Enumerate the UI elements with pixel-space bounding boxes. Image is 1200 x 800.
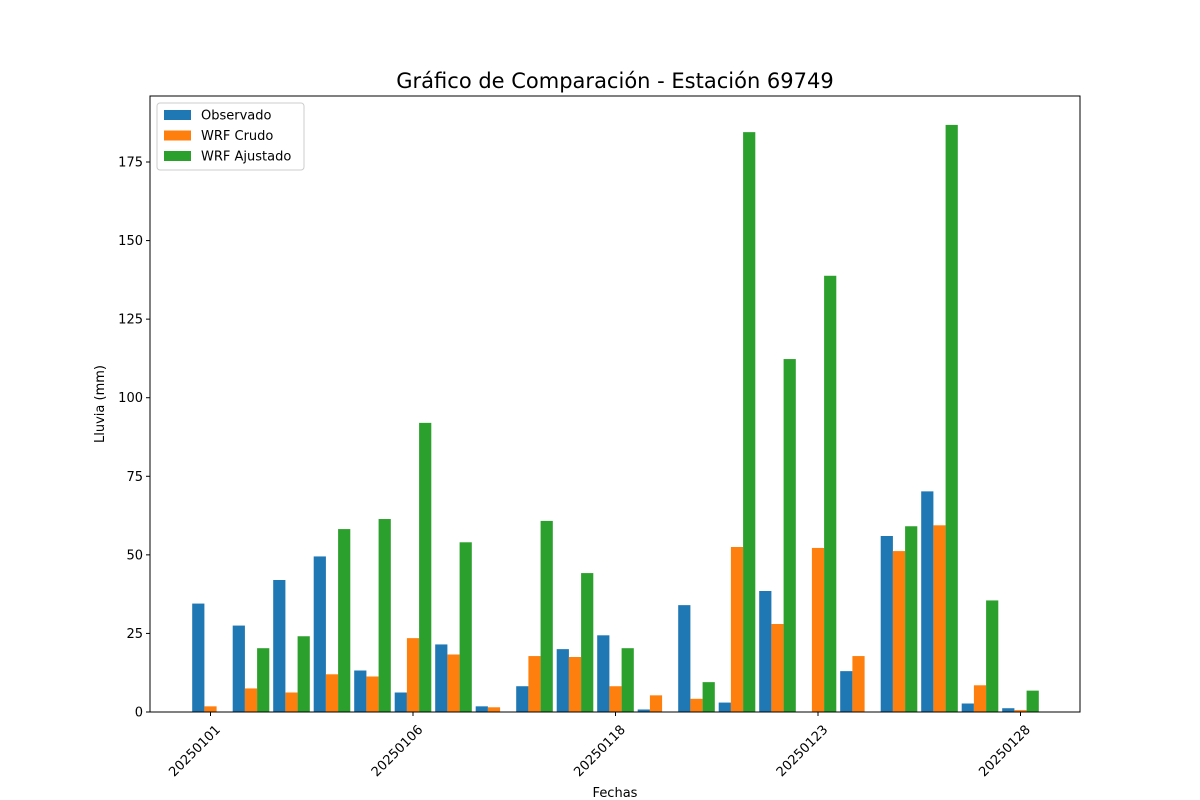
bar-wrf-ajustado-18 bbox=[945, 124, 958, 712]
bar-observado-13 bbox=[718, 702, 731, 712]
bar-observado-4 bbox=[354, 670, 367, 712]
bar-wrf-ajustado-13 bbox=[743, 132, 756, 712]
bar-wrf-crudo-7 bbox=[487, 707, 501, 712]
bar-wrf-crudo-14 bbox=[771, 624, 784, 712]
bar-observado-6 bbox=[435, 644, 448, 712]
bar-observado-11 bbox=[637, 709, 650, 712]
bars-group bbox=[192, 124, 1039, 712]
bar-wrf-ajustado-8 bbox=[540, 520, 553, 712]
x-axis-label: Fechas bbox=[593, 786, 638, 800]
bar-wrf-ajustado-12 bbox=[702, 682, 715, 712]
bar-wrf-ajustado-15 bbox=[824, 275, 837, 712]
bar-wrf-crudo-5 bbox=[406, 638, 420, 712]
legend: Observado WRF Crudo WRF Ajustado bbox=[156, 102, 305, 171]
chart-title: Gráfico de Comparación - Estación 69749 bbox=[396, 69, 833, 93]
bar-wrf-ajustado-10 bbox=[621, 648, 634, 712]
bar-wrf-crudo-12 bbox=[690, 698, 703, 712]
bar-wrf-ajustado-1 bbox=[257, 648, 270, 712]
legend-label-observado: Observado bbox=[201, 109, 272, 124]
bar-wrf-crudo-11 bbox=[649, 695, 663, 712]
bar-wrf-crudo-3 bbox=[325, 674, 339, 712]
y-tick-label-0: 0 bbox=[135, 706, 143, 721]
legend-swatch-wrf-crudo bbox=[164, 130, 191, 141]
bar-observado-17 bbox=[880, 536, 893, 712]
legend-swatch-observado bbox=[164, 110, 191, 120]
legend-box bbox=[156, 102, 305, 171]
bar-wrf-ajustado-5 bbox=[419, 422, 432, 712]
bar-wrf-ajustado-6 bbox=[459, 542, 472, 712]
y-axis: 0 25 50 75 100 125 150 175 bbox=[118, 156, 150, 721]
y-axis-label: Lluvia (mm) bbox=[93, 365, 108, 443]
bar-wrf-crudo-6 bbox=[447, 654, 460, 712]
bar-wrf-ajustado-4 bbox=[378, 519, 391, 712]
bar-observado-7 bbox=[475, 706, 488, 712]
bar-observado-16 bbox=[840, 671, 853, 712]
bar-wrf-crudo-19 bbox=[973, 685, 987, 712]
bar-wrf-crudo-18 bbox=[933, 525, 946, 712]
bar-wrf-ajustado-19 bbox=[986, 600, 999, 712]
bar-observado-9 bbox=[556, 649, 569, 712]
bar-observado-12 bbox=[678, 605, 691, 712]
bar-wrf-ajustado-17 bbox=[905, 526, 918, 712]
bar-observado-20 bbox=[1002, 708, 1015, 712]
bar-wrf-ajustado-3 bbox=[338, 529, 351, 712]
legend-label-wrf-ajustado: WRF Ajustado bbox=[201, 150, 291, 165]
bar-wrf-crudo-1 bbox=[244, 688, 258, 712]
bar-observado-2 bbox=[273, 580, 286, 712]
bar-observado-18 bbox=[921, 491, 934, 712]
bar-observado-5 bbox=[394, 692, 407, 712]
bar-wrf-crudo-15 bbox=[811, 547, 825, 712]
bar-observado-3 bbox=[313, 556, 326, 712]
y-tick-label-100: 100 bbox=[118, 391, 143, 406]
y-tick-label-150: 150 bbox=[118, 234, 143, 249]
y-tick-label-25: 25 bbox=[126, 627, 143, 642]
bar-observado-1 bbox=[232, 625, 245, 712]
bar-wrf-ajustado-14 bbox=[783, 359, 796, 712]
bar-observado-19 bbox=[961, 703, 974, 712]
bar-wrf-ajustado-9 bbox=[581, 573, 594, 712]
bar-wrf-crudo-20 bbox=[1014, 710, 1027, 712]
bar-observado-10 bbox=[597, 635, 610, 712]
legend-swatch-wrf-ajustado bbox=[164, 151, 191, 161]
bar-wrf-crudo-8 bbox=[528, 656, 541, 712]
bar-wrf-crudo-2 bbox=[285, 692, 298, 712]
bar-wrf-crudo-0 bbox=[204, 706, 217, 712]
bar-observado-14 bbox=[759, 591, 772, 712]
bar-wrf-crudo-4 bbox=[366, 676, 379, 712]
bar-wrf-ajustado-20 bbox=[1026, 690, 1039, 712]
bar-wrf-crudo-9 bbox=[568, 657, 582, 712]
y-tick-label-175: 175 bbox=[118, 156, 143, 171]
bar-observado-8 bbox=[516, 686, 529, 712]
y-tick-label-75: 75 bbox=[126, 470, 143, 485]
legend-label-wrf-crudo: WRF Crudo bbox=[201, 129, 273, 144]
bar-wrf-crudo-10 bbox=[609, 686, 622, 712]
y-tick-label-50: 50 bbox=[126, 548, 143, 563]
bar-wrf-crudo-16 bbox=[852, 656, 865, 712]
bar-observado-0 bbox=[192, 603, 205, 712]
bar-wrf-crudo-13 bbox=[730, 547, 744, 712]
bar-wrf-crudo-17 bbox=[892, 551, 906, 712]
bar-wrf-ajustado-2 bbox=[297, 636, 310, 712]
y-tick-label-125: 125 bbox=[118, 313, 143, 328]
